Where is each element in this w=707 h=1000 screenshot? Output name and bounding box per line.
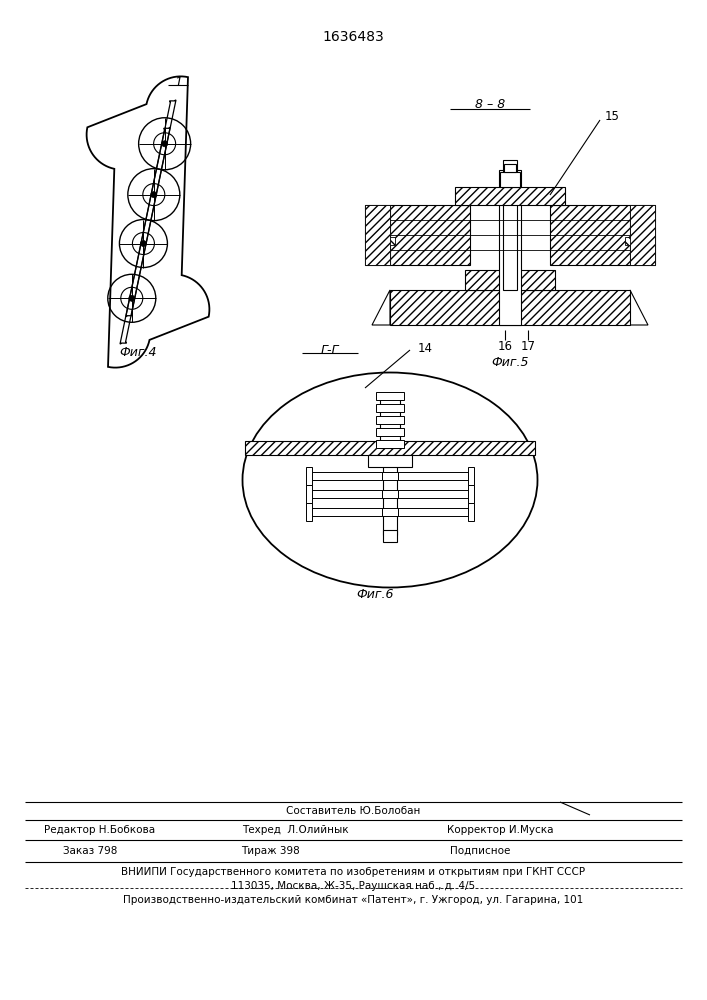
Text: 14: 14: [418, 342, 433, 355]
Bar: [368, 455, 412, 467]
Bar: [468, 503, 474, 521]
Text: 16: 16: [498, 340, 513, 354]
Bar: [625, 237, 650, 245]
Text: Фиг.4: Фиг.4: [119, 346, 157, 359]
Bar: [465, 270, 555, 290]
Bar: [306, 467, 312, 485]
Bar: [382, 508, 398, 516]
Bar: [382, 472, 398, 480]
Bar: [365, 205, 390, 265]
Bar: [376, 428, 404, 436]
Text: 1636483: 1636483: [322, 30, 384, 44]
Bar: [468, 485, 474, 503]
Bar: [468, 467, 474, 485]
Bar: [398, 472, 468, 480]
Text: Производственно-издательский комбинат «Патент», г. Ужгород, ул. Гагарина, 101: Производственно-издательский комбинат «П…: [123, 895, 583, 905]
Text: Составитель Ю.Болобан: Составитель Ю.Болобан: [286, 806, 420, 816]
Bar: [455, 187, 565, 205]
Circle shape: [129, 295, 135, 301]
Bar: [370, 237, 395, 245]
Text: 17: 17: [520, 340, 535, 354]
Text: Редактор Н.Бобкова: Редактор Н.Бобкова: [45, 825, 156, 835]
Bar: [398, 508, 468, 516]
Bar: [390, 290, 630, 325]
Text: Фиг.6: Фиг.6: [356, 588, 394, 601]
Text: Фиг.5: Фиг.5: [491, 357, 529, 369]
Bar: [245, 441, 535, 455]
Bar: [306, 503, 312, 521]
Bar: [376, 416, 404, 424]
Text: 15: 15: [605, 110, 620, 123]
Bar: [376, 392, 404, 400]
Ellipse shape: [243, 372, 537, 587]
Text: 113035, Москва, Ж-35, Раушская наб., д. 4/5: 113035, Москва, Ж-35, Раушская наб., д. …: [231, 881, 475, 891]
Bar: [500, 172, 520, 187]
Bar: [499, 170, 521, 325]
Bar: [630, 205, 655, 265]
Text: Подписное: Подписное: [450, 846, 510, 856]
Bar: [376, 440, 404, 448]
Text: Г-Г: Г-Г: [321, 344, 339, 357]
Bar: [504, 164, 516, 172]
Bar: [383, 530, 397, 542]
Circle shape: [162, 141, 168, 147]
Text: 1: 1: [174, 76, 182, 89]
Bar: [312, 472, 382, 480]
Bar: [306, 485, 312, 503]
Bar: [398, 490, 468, 498]
Text: Тираж 398: Тираж 398: [240, 846, 299, 856]
Text: Корректор И.Муска: Корректор И.Муска: [447, 825, 554, 835]
Bar: [312, 508, 382, 516]
Text: ВНИИПИ Государственного комитета по изобретениям и открытиям при ГКНТ СССР: ВНИИПИ Государственного комитета по изоб…: [121, 867, 585, 877]
Text: Техред  Л.Олийнык: Техред Л.Олийнык: [242, 825, 349, 835]
Text: Заказ 798: Заказ 798: [63, 846, 117, 856]
Bar: [380, 393, 400, 448]
Bar: [312, 490, 382, 498]
Circle shape: [151, 192, 157, 198]
Bar: [390, 205, 470, 265]
Circle shape: [141, 241, 146, 247]
Bar: [503, 160, 517, 290]
Bar: [376, 404, 404, 412]
Bar: [383, 455, 397, 535]
Bar: [550, 205, 630, 265]
Bar: [382, 490, 398, 498]
Text: 8 – 8: 8 – 8: [475, 99, 505, 111]
